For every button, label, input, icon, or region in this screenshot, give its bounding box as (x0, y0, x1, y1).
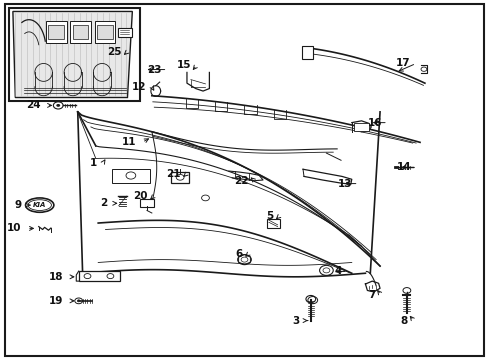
Text: 3: 3 (291, 316, 299, 325)
Text: 20: 20 (133, 191, 148, 201)
Text: 15: 15 (176, 60, 190, 70)
Text: 21: 21 (166, 168, 181, 179)
FancyBboxPatch shape (48, 25, 64, 40)
FancyBboxPatch shape (112, 168, 150, 183)
Text: KIA: KIA (33, 202, 46, 208)
Text: 2: 2 (100, 198, 107, 208)
Text: 23: 23 (147, 64, 161, 75)
Polygon shape (9, 8, 140, 101)
FancyBboxPatch shape (4, 4, 484, 356)
Text: 22: 22 (233, 176, 248, 186)
Text: 14: 14 (396, 162, 410, 172)
Text: 9: 9 (14, 200, 21, 210)
FancyBboxPatch shape (302, 46, 312, 59)
FancyBboxPatch shape (79, 271, 120, 281)
Text: 12: 12 (131, 82, 146, 92)
Ellipse shape (28, 200, 51, 211)
Text: 5: 5 (266, 211, 273, 221)
Text: 16: 16 (367, 118, 381, 128)
Text: 19: 19 (49, 296, 63, 306)
FancyBboxPatch shape (266, 219, 279, 228)
Ellipse shape (25, 198, 54, 212)
Text: 11: 11 (122, 138, 136, 147)
Text: 4: 4 (334, 266, 341, 276)
Circle shape (77, 300, 80, 302)
Text: 7: 7 (367, 290, 374, 300)
Text: 18: 18 (48, 272, 63, 282)
Text: 13: 13 (338, 179, 352, 189)
Text: 8: 8 (400, 316, 407, 325)
FancyBboxPatch shape (118, 28, 132, 37)
FancyBboxPatch shape (70, 22, 91, 42)
FancyBboxPatch shape (140, 199, 154, 207)
FancyBboxPatch shape (171, 172, 188, 183)
FancyBboxPatch shape (95, 22, 115, 42)
Polygon shape (13, 12, 132, 98)
Text: 25: 25 (107, 46, 122, 57)
Text: 6: 6 (235, 248, 243, 258)
Text: 24: 24 (26, 100, 41, 111)
Circle shape (56, 104, 60, 107)
FancyBboxPatch shape (97, 25, 113, 40)
Text: 10: 10 (7, 224, 21, 233)
FancyBboxPatch shape (353, 123, 368, 131)
Text: 17: 17 (395, 58, 409, 68)
FancyBboxPatch shape (73, 25, 88, 40)
Text: 1: 1 (90, 158, 97, 168)
FancyBboxPatch shape (46, 22, 66, 42)
